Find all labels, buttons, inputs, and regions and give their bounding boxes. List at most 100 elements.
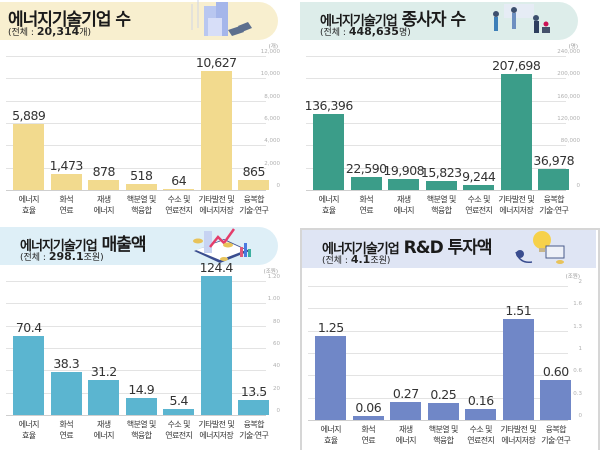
- x-axis-category-label: 수소 및 연료전지: [467, 425, 495, 445]
- panel-header: 에너지기술기업 수 (전체 : 20,314개): [0, 0, 278, 40]
- y-axis-tick-label: 1: [578, 346, 583, 352]
- bar: [540, 379, 572, 420]
- bar: [350, 177, 382, 190]
- bar: [163, 188, 195, 190]
- bar-value-label: 15,823: [420, 165, 462, 181]
- y-axis-unit: (명): [568, 44, 578, 50]
- gridline: [6, 392, 266, 394]
- gridline: [308, 397, 568, 399]
- bar-chart-plot: (조원) 1.20 1.00 80 60 40 20 0 70.4 에너지 효율 38.3 화석 연료…: [0, 260, 300, 450]
- bar-value-label: 5.4: [169, 392, 189, 408]
- bar-value-label: 9,244: [462, 168, 496, 184]
- city-wind-solar-illustration-icon: [184, 0, 254, 40]
- gridline: [306, 190, 566, 191]
- x-axis-category-label: 융복합 기술·연구: [239, 195, 269, 215]
- x-axis-category-label: 에너지 효율: [320, 425, 342, 445]
- bar: [238, 399, 270, 415]
- subtitle-prefix: (전체 :: [20, 253, 49, 263]
- bar-value-label: 0.16: [467, 393, 494, 409]
- bar-value-label: 70.4: [15, 320, 42, 336]
- y-axis-tick-label: 1.20: [267, 274, 280, 280]
- chart-title-main: 매출액: [96, 235, 147, 255]
- gridline: [6, 281, 266, 282]
- bar: [427, 403, 459, 420]
- x-axis-category-label: 재생 에너지: [393, 195, 415, 215]
- y-axis-tick-label: 200,000: [557, 71, 580, 78]
- gridline: [6, 415, 266, 416]
- y-axis-tick-label: 4,000: [264, 138, 280, 145]
- x-axis-category-label: 화석 연료: [361, 425, 376, 445]
- bar: [50, 372, 82, 415]
- chart-title: 에너지기술기업 수: [8, 5, 131, 30]
- bar: [200, 276, 232, 415]
- x-axis-category-label: 에너지 효율: [318, 195, 340, 215]
- panel-header: 에너지기술기업 매출액 (전체 : 298.1조원): [0, 227, 278, 265]
- x-axis-category-label: 기타발전 및 에너지저장: [498, 195, 535, 215]
- y-axis-tick-label: 80: [273, 318, 280, 325]
- bar: [315, 336, 347, 420]
- x-axis-category-label: 재생 에너지: [93, 420, 115, 440]
- panel-company-count: 에너지기술기업 수 (전체 : 20,314개) (개) 12,000 10,000 8,…: [0, 0, 300, 225]
- bar-value-label: 207,698: [492, 58, 541, 74]
- chart-title-prefix: 에너지기술기업: [322, 242, 400, 257]
- chart-subtitle-total: (전체 : 448,635명): [320, 25, 411, 38]
- bar: [538, 169, 570, 190]
- subtitle-unit: 개): [79, 28, 92, 38]
- y-axis-unit: (개): [268, 44, 278, 50]
- gridline: [306, 167, 566, 169]
- bar-chart-plot: (개) 12,000 10,000 8,000 6,000 4,000 2,000 0 5,88…: [0, 44, 300, 225]
- chart-title-main: 수: [110, 10, 131, 30]
- bar-value-label: 1.51: [505, 302, 532, 318]
- bar: [313, 113, 345, 190]
- bar-value-label: 5,889: [12, 108, 46, 124]
- sales-growth-illustration-icon: [184, 225, 254, 265]
- bar-value-label: 0.06: [355, 399, 382, 415]
- chart-subtitle-total: (전체 : 298.1조원): [20, 250, 104, 263]
- y-axis-tick-label: 0: [578, 413, 583, 419]
- panel-header: 에너지기술기업 R&D 투자액 (전체 : 4.1조원): [302, 230, 596, 268]
- y-axis-tick-label: 20: [273, 385, 280, 392]
- gridline: [308, 286, 568, 287]
- y-axis-tick-label: 60: [273, 341, 280, 347]
- gridline: [306, 56, 566, 57]
- y-axis-unit: (조원): [565, 274, 580, 280]
- y-axis-tick-label: 1.00: [267, 296, 280, 303]
- panel-employee-count: 에너지기술기업 종사자 수 (전체 : 448,635명) (명) 240,000 20…: [300, 0, 600, 225]
- y-axis-tick-label: 10,000: [260, 71, 280, 78]
- gridline: [6, 100, 266, 102]
- chart-subtitle-total: (전체 : 4.1조원): [322, 253, 390, 266]
- y-axis-tick-label: 80,000: [560, 138, 580, 145]
- bar: [465, 409, 497, 420]
- bar: [500, 74, 532, 190]
- x-axis-category-label: 화석 연료: [59, 195, 74, 215]
- chart-title: 에너지기술기업 R&D 투자액: [322, 233, 493, 258]
- panel-header: 에너지기술기업 종사자 수 (전체 : 448,635명): [300, 2, 578, 40]
- x-axis-category-label: 수소 및 연료전지: [165, 420, 193, 440]
- bar-chart-plot: (명) 240,000 200,000 160,000 120,000 80,000 0 13…: [300, 44, 600, 225]
- chart-title: 에너지기술기업 매출액: [20, 230, 147, 255]
- bar-value-label: 124.4: [199, 260, 234, 276]
- x-axis-category-label: 재생 에너지: [395, 425, 417, 445]
- bar-value-label: 1.25: [317, 320, 344, 336]
- bar: [88, 180, 120, 190]
- bar-value-label: 31.2: [90, 364, 117, 380]
- gridline: [306, 100, 566, 102]
- y-axis-tick-label: 2,000: [264, 160, 280, 167]
- bar: [125, 184, 157, 190]
- panel-rnd-investment: 에너지기술기업 R&D 투자액 (전체 : 4.1조원) (조원) 2 1.6 1.3 1 0…: [300, 228, 600, 450]
- y-axis-tick-label: 12,000: [260, 49, 280, 55]
- bar-value-label: 14.9: [128, 382, 155, 398]
- x-axis-category-label: 에너지 효율: [18, 420, 40, 440]
- y-axis-tick-label: 0: [276, 183, 281, 189]
- bar: [502, 318, 534, 420]
- y-axis-tick-label: 120,000: [557, 116, 580, 122]
- y-axis-tick-label: 0.6: [573, 368, 582, 375]
- total-value: 20,314: [36, 25, 80, 38]
- gridline: [308, 353, 568, 354]
- gridline: [6, 190, 266, 191]
- bar: [163, 408, 195, 415]
- y-axis-tick-label: 6,000: [264, 116, 280, 122]
- x-axis-category-label: 핵분열 및 핵융합: [428, 425, 459, 445]
- gridline: [6, 167, 266, 169]
- bar-value-label: 22,590: [345, 161, 387, 177]
